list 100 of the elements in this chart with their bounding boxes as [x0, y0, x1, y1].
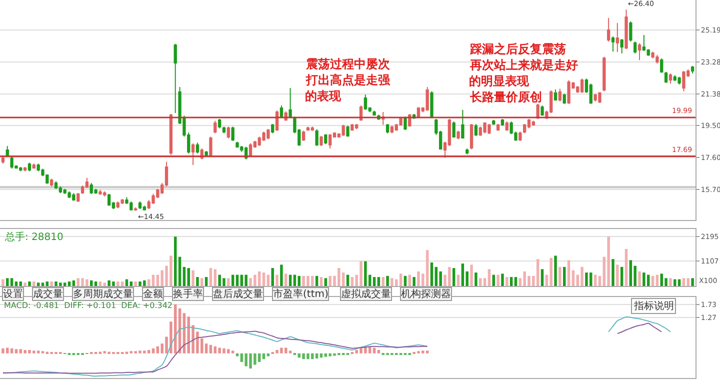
bar	[686, 278, 690, 286]
bar	[324, 278, 328, 286]
candlestick	[346, 125, 350, 138]
candlestick	[107, 193, 111, 206]
candlestick	[209, 136, 212, 157]
candlestick	[558, 88, 562, 102]
bar	[276, 274, 278, 286]
bar	[266, 353, 270, 356]
bar	[501, 274, 504, 286]
candlestick	[562, 93, 566, 104]
bar	[134, 282, 137, 286]
candlestick	[315, 128, 318, 146]
bar	[240, 353, 244, 362]
bar	[196, 277, 199, 286]
candlestick	[678, 76, 681, 85]
bar	[174, 236, 177, 286]
candlestick	[50, 178, 54, 187]
candlestick	[624, 9, 628, 50]
bar	[470, 264, 473, 286]
annotation: 打出高点是走强	[305, 73, 391, 87]
bar	[372, 277, 376, 286]
candlestick	[320, 135, 323, 146]
bar	[426, 250, 429, 286]
annotation: 总手: 28810	[4, 231, 64, 243]
candlestick	[6, 145, 9, 157]
candlestick	[32, 163, 36, 170]
candlestick	[138, 200, 142, 210]
bar	[258, 271, 261, 286]
candlestick	[682, 70, 686, 92]
candlestick	[134, 206, 138, 212]
annotation: 成交量	[33, 288, 63, 300]
bar	[514, 277, 518, 286]
bar	[479, 278, 482, 286]
bar	[439, 271, 442, 286]
bar	[19, 282, 22, 286]
bar	[629, 260, 632, 286]
annotation: 机构探测器	[401, 288, 451, 300]
candlestick	[306, 126, 310, 132]
bar	[288, 350, 292, 354]
bar	[350, 277, 354, 286]
bar	[68, 282, 71, 286]
candlestick	[638, 42, 642, 61]
candlestick	[226, 126, 230, 139]
bar	[620, 266, 624, 286]
bar	[412, 277, 416, 286]
candlestick	[474, 124, 478, 136]
annotation: 换手率	[173, 288, 203, 300]
bar	[558, 266, 562, 286]
bar	[10, 278, 14, 286]
bar	[24, 282, 26, 286]
candlestick	[492, 119, 496, 126]
bar	[669, 278, 672, 286]
annotation: 盘后成交量	[213, 288, 263, 300]
candlestick	[1, 156, 5, 164]
bar	[46, 282, 49, 286]
bar	[271, 268, 274, 286]
bar	[496, 274, 500, 286]
bar	[182, 266, 186, 286]
bar	[244, 274, 248, 286]
candlestick	[196, 142, 200, 154]
bar	[364, 261, 367, 286]
annotation: 虚拟成交量	[341, 288, 391, 300]
bar	[452, 268, 456, 286]
bar	[377, 350, 380, 354]
bar	[284, 274, 288, 286]
annotation: 的明显表现	[469, 74, 530, 88]
bar	[116, 282, 120, 286]
candlestick	[430, 90, 434, 119]
candlestick	[616, 22, 619, 53]
candlestick	[668, 73, 672, 84]
annotation: 踩漏之后反复震荡	[469, 42, 566, 56]
bar	[382, 277, 384, 286]
bar	[130, 282, 133, 286]
bar	[426, 350, 429, 354]
candlestick	[456, 130, 460, 140]
bar	[32, 282, 36, 286]
candlestick	[350, 124, 354, 132]
annotation: 长路量价原创	[469, 90, 542, 104]
candlestick	[342, 124, 345, 136]
annotation: 再次站上来就是走好	[469, 58, 578, 72]
bar	[98, 282, 102, 286]
candlestick	[634, 41, 637, 54]
bar	[612, 259, 614, 286]
annotation: 多周期成交量	[73, 288, 133, 300]
bar	[580, 266, 584, 286]
bar	[562, 266, 566, 286]
bar	[474, 272, 478, 286]
candlestick	[580, 78, 584, 94]
bar	[72, 280, 76, 286]
bar	[598, 276, 602, 286]
bar	[506, 277, 508, 286]
bar	[682, 278, 686, 286]
bar	[262, 272, 266, 286]
candlestick	[466, 148, 469, 155]
bar	[320, 277, 323, 286]
candlestick	[620, 38, 624, 54]
candlestick	[426, 86, 429, 112]
annotation: 市盈率(ttm)	[273, 288, 328, 300]
bar	[651, 276, 654, 286]
bar	[14, 282, 18, 286]
